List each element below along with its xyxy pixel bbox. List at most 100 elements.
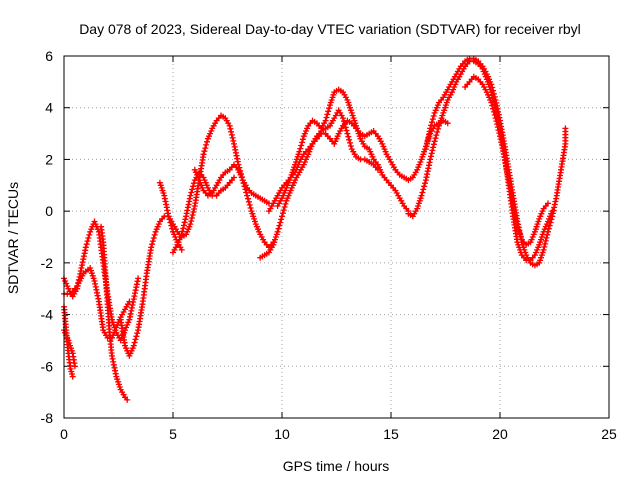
series-arc-14 xyxy=(422,55,569,269)
data-point xyxy=(149,241,156,248)
y-tick-label: -2 xyxy=(41,255,54,271)
data-point xyxy=(498,139,505,146)
y-tick-label: 6 xyxy=(45,48,53,64)
data-point xyxy=(149,238,156,245)
data-point xyxy=(190,180,197,187)
data-point xyxy=(549,210,556,217)
data-point xyxy=(345,133,352,140)
data-point xyxy=(200,151,207,158)
data-point xyxy=(418,192,425,199)
series-arc-13 xyxy=(405,58,556,264)
data-point xyxy=(500,150,507,157)
data-point xyxy=(190,183,197,190)
data-point xyxy=(325,108,332,115)
data-point xyxy=(432,135,439,142)
data-point xyxy=(80,253,87,260)
data-point xyxy=(490,105,496,112)
data-point xyxy=(148,244,155,251)
data-point xyxy=(428,150,435,157)
data-point xyxy=(130,342,137,349)
data-point xyxy=(430,113,437,119)
series-arc-9 xyxy=(191,161,277,251)
data-point xyxy=(163,201,170,208)
data-point xyxy=(489,102,496,109)
data-point xyxy=(322,117,329,124)
data-point xyxy=(552,198,559,205)
data-point xyxy=(179,228,186,235)
data-point xyxy=(83,241,90,248)
data-point xyxy=(281,204,288,210)
data-point xyxy=(228,131,235,138)
data-point xyxy=(489,84,496,91)
data-point xyxy=(496,130,503,137)
data-point xyxy=(242,186,249,193)
data-point xyxy=(240,180,247,187)
series-line xyxy=(119,114,270,357)
data-point xyxy=(126,298,133,305)
data-point xyxy=(493,118,500,125)
series-arc-11 xyxy=(274,86,412,215)
x-tick-label: 10 xyxy=(274,426,290,442)
y-axis-title: SDTVAR / TECUs xyxy=(5,182,21,294)
x-axis-title: GPS time / hours xyxy=(283,458,390,474)
data-point xyxy=(231,174,237,181)
data-point xyxy=(181,219,188,226)
data-point xyxy=(94,292,101,299)
data-point xyxy=(541,243,548,250)
data-point xyxy=(435,125,442,132)
data-point xyxy=(340,115,346,122)
series-arc-15 xyxy=(462,73,551,248)
data-point xyxy=(422,180,428,187)
data-point xyxy=(228,128,235,135)
data-point xyxy=(202,145,209,152)
data-point xyxy=(429,116,436,123)
data-point xyxy=(280,207,287,214)
data-point xyxy=(92,280,99,287)
data-point xyxy=(419,189,426,196)
data-point xyxy=(324,111,331,118)
data-point xyxy=(298,142,305,149)
data-point xyxy=(203,141,210,148)
data-point xyxy=(421,183,428,190)
data-point xyxy=(241,183,248,190)
y-tick-label: 2 xyxy=(45,151,53,167)
data-point xyxy=(326,105,333,112)
data-point xyxy=(492,97,499,103)
data-point xyxy=(84,238,91,245)
series-line xyxy=(62,266,131,339)
series-arc-4 xyxy=(61,303,76,380)
data-point xyxy=(490,90,497,97)
data-point xyxy=(239,177,246,184)
data-point xyxy=(542,237,549,244)
data-point xyxy=(131,339,138,346)
series-arc-5 xyxy=(98,223,131,403)
data-point xyxy=(545,225,552,232)
data-point xyxy=(548,216,555,223)
data-point xyxy=(431,138,438,145)
data-point xyxy=(299,139,306,146)
data-point xyxy=(347,139,353,146)
data-point xyxy=(245,195,251,202)
data-point xyxy=(427,125,434,132)
data-point xyxy=(492,115,499,122)
data-point xyxy=(247,205,254,211)
data-point xyxy=(178,246,185,253)
plot-series xyxy=(61,55,569,403)
data-point xyxy=(169,225,176,232)
data-point xyxy=(428,153,434,160)
axis-ticks: 0 5 10 15 20 25 -8 -6 -4 -2 0 2 4 6 xyxy=(41,48,617,442)
data-point xyxy=(190,209,197,215)
data-point xyxy=(230,137,237,144)
data-point xyxy=(545,200,551,207)
data-point xyxy=(540,246,547,253)
series-arc-12 xyxy=(265,117,451,215)
data-point xyxy=(182,216,189,223)
data-point xyxy=(323,114,330,121)
data-point xyxy=(433,132,440,139)
data-point xyxy=(69,373,76,380)
x-tick-label: 5 xyxy=(169,426,177,442)
data-point xyxy=(135,275,142,282)
data-point xyxy=(279,213,285,220)
data-point xyxy=(282,200,289,207)
data-point xyxy=(542,240,549,247)
